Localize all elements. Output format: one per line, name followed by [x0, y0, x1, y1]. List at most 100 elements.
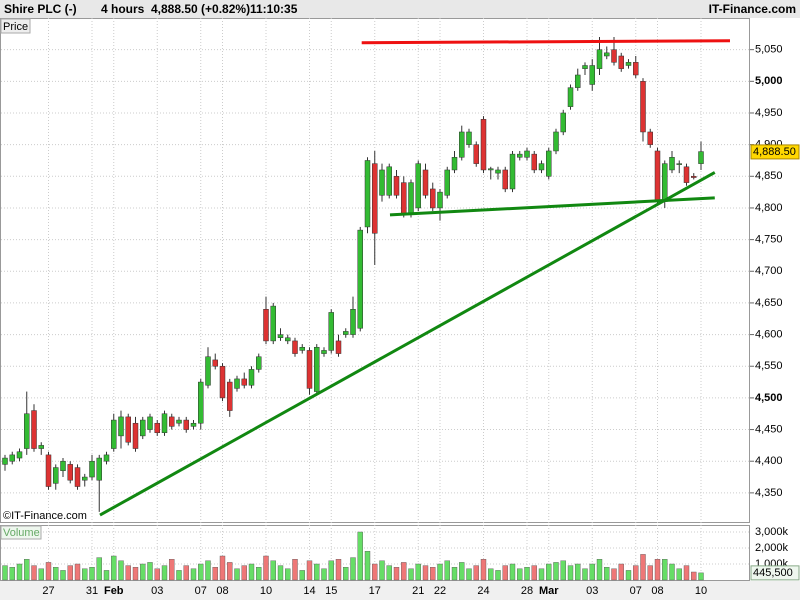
candle-body [502, 169, 508, 190]
volume-bar [89, 567, 95, 581]
volume-bar [357, 531, 363, 581]
header-brand: IT-Finance.com [709, 2, 796, 16]
volume-bar [111, 555, 117, 581]
candle-body [67, 464, 73, 481]
volume-bar [103, 570, 110, 581]
volume-bar [321, 568, 327, 581]
x-tick-label: 15 [325, 585, 337, 597]
candle-body [321, 350, 327, 354]
x-tick-label: 10 [695, 585, 707, 597]
candle-body [408, 182, 414, 215]
volume-bar [408, 568, 414, 581]
volume-bar [640, 554, 646, 581]
volume-bar [596, 559, 603, 581]
candle-body [277, 334, 284, 338]
trend-line [361, 39, 731, 45]
volume-bar [459, 562, 465, 581]
volume-bar [277, 565, 284, 581]
candle-body [495, 169, 501, 174]
volume-bar [169, 559, 175, 581]
volume-bar [292, 559, 298, 581]
y-tick-label: 4,450 [755, 423, 783, 435]
volume-bar [480, 559, 487, 581]
candle-body [248, 369, 255, 386]
candle-body [422, 169, 429, 196]
volume-bar [328, 560, 334, 581]
volume-bar [473, 565, 479, 581]
volume-bar [53, 567, 59, 581]
candle-body [285, 337, 291, 342]
volume-bar [698, 572, 704, 581]
candle-body [473, 144, 479, 164]
candle-body [654, 150, 661, 202]
candle-body [567, 87, 574, 107]
candle-body [9, 454, 15, 462]
volume-bar [299, 570, 305, 581]
volume-bar [45, 562, 52, 581]
x-tick-label: 07 [195, 585, 207, 597]
volume-bar [625, 570, 632, 581]
candle-body [524, 150, 530, 158]
volume-bar [517, 568, 523, 581]
volume-bar [393, 567, 400, 581]
x-tick-label: Mar [539, 585, 559, 597]
volume-bar [212, 567, 218, 581]
volume-bar [676, 568, 682, 581]
volume-bar [422, 565, 429, 581]
candle-body [31, 410, 37, 449]
volume-bar [306, 560, 313, 581]
volume-bar [270, 560, 276, 581]
volume-bar [538, 568, 545, 581]
candle-body [190, 422, 197, 427]
volume-bar [9, 567, 15, 581]
candle-body [314, 346, 320, 392]
candle-body [676, 163, 682, 165]
volume-bar [633, 565, 639, 581]
volume-label: Volume [3, 527, 40, 539]
volume-bar [611, 568, 617, 581]
candle-body [546, 150, 552, 177]
candle-body [596, 49, 603, 69]
x-tick-label: 03 [151, 585, 163, 597]
candle-body [161, 413, 168, 433]
volume-bar [437, 563, 443, 581]
candle-body [292, 340, 298, 354]
candle-body [45, 454, 52, 487]
candle-body [328, 312, 334, 351]
x-tick-label: 03 [586, 585, 598, 597]
volume-bar [125, 565, 131, 581]
y-tick-label: 4,600 [755, 328, 783, 340]
candle-body [335, 340, 342, 354]
volume-bar [38, 568, 44, 581]
volume-bar [205, 560, 211, 581]
volume-bar [350, 557, 356, 581]
candle-body [386, 166, 392, 196]
candle-body [118, 416, 124, 437]
candle-body [82, 476, 88, 481]
candle-body [683, 166, 690, 183]
y-tick-label: 4,500 [755, 392, 783, 404]
y-tick-label: 4,550 [755, 360, 783, 372]
volume-bar [654, 559, 661, 581]
y-tick-label: 4,350 [755, 487, 783, 499]
candle-body [60, 460, 66, 471]
candle-body [480, 119, 487, 171]
y-tick-label: 4,950 [755, 107, 783, 119]
volume-bar [343, 567, 349, 581]
volume-bar [31, 565, 37, 581]
volume-bar [451, 567, 458, 581]
candle-body [183, 419, 189, 430]
volume-bar [567, 565, 574, 581]
x-tick-label: 17 [369, 585, 381, 597]
candle-body [132, 422, 139, 449]
volume-bar [161, 565, 168, 581]
volume-bar [430, 567, 436, 581]
candle-body [350, 309, 356, 335]
volume-tick-label: 3,000k [755, 526, 789, 538]
volume-bar [219, 555, 226, 581]
volume-bar [531, 565, 537, 581]
candle-body [96, 457, 102, 481]
candle-body [509, 153, 516, 190]
header-time: 11:10:35 [250, 2, 298, 16]
